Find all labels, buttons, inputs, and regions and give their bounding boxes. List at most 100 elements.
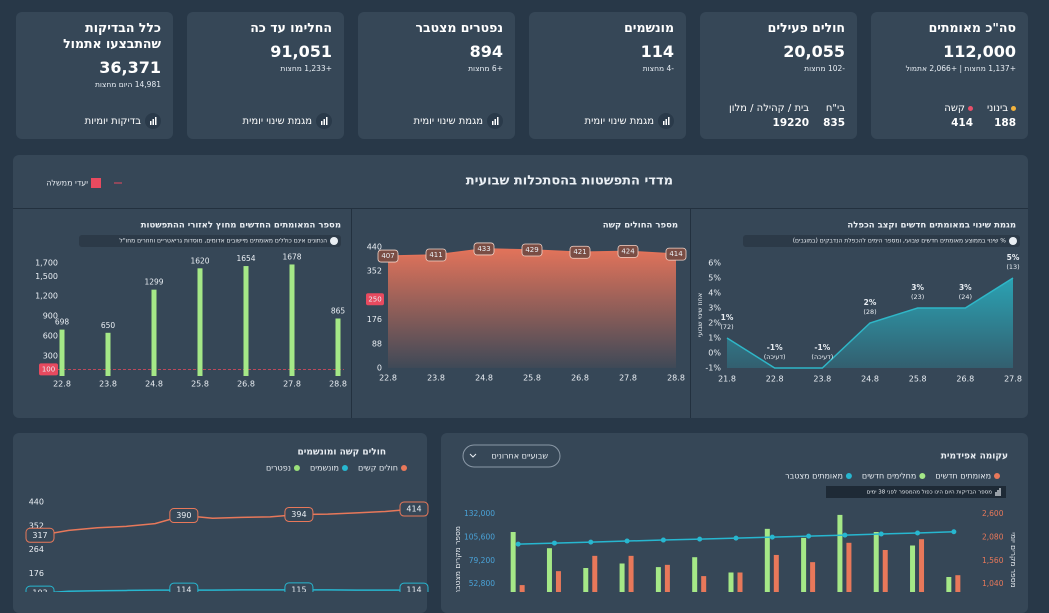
legend-label: מאומתים מצטבר [785,472,843,481]
card-link[interactable]: בדיקות יומיות [85,113,161,129]
x-tick-label: 27.8 [283,380,301,389]
card-value: 36,371 [99,58,161,77]
y-axis-title: אחוז שינוי שבועי [696,293,704,337]
chart-title: מספר החולים קשה [603,221,678,231]
bar [837,514,843,592]
card-item: בינוני 188 [987,103,1016,129]
bar [555,571,561,592]
x-tick-label: 22.8 [379,374,397,383]
line-point [915,530,921,536]
card-link[interactable]: מגמת שינוי יומית [414,113,503,129]
card-title: חולים פעילים [767,20,845,35]
chart-icon [316,113,332,129]
info-text: % שינוי בממוצע מאומתים חדשים שבועי, ומספ… [793,238,1007,245]
x-tick-label: 27.8 [1004,375,1022,384]
link-label: מגמת שינוי יומית [584,116,654,127]
bar [592,555,598,592]
card-value: 112,000 [943,42,1016,61]
toggle-label: שבועיים אחרונים [492,452,549,461]
item-label-row: בי"ח [823,103,845,114]
legend-dot [994,473,1000,479]
chart-title: עקומה אפידמית [941,452,1008,462]
value-box [284,582,314,592]
stat-card: חולים פעילים 20,055 -102 מחצות בי"ח 835 בית /… [700,12,857,139]
y-tick-label: 440 [367,243,382,252]
card-footer: מגמת שינוי יומית [541,113,674,129]
value-label: 414 [669,250,683,258]
bar [519,585,525,592]
value-label: 394 [291,510,306,519]
item-value: 414 [951,117,973,129]
y-tick-label: 132,000 [464,509,495,518]
x-tick-label: 27.8 [619,374,637,383]
doubling-label: (28) [863,308,876,316]
card-value: 894 [469,42,503,61]
item-label: בינוני [987,103,1008,114]
chart-title: מספר המאומתים החדשים מחוץ לאזורי ההתפשטו… [141,221,341,231]
value-label: 1% [721,313,734,322]
divider [690,209,691,418]
link-label: בדיקות יומיות [84,116,141,127]
card-title: נפטרים מצטבר [415,20,503,35]
item-dot [968,106,973,111]
info-icon [330,237,338,245]
line-point [551,540,557,546]
legend-dot [845,473,852,479]
legend-dot [293,465,300,471]
value-label: 433 [477,245,490,253]
value-label: 114 [176,586,191,592]
bar [197,268,203,376]
x-tick-label: 23.8 [427,374,445,383]
value-label: -1% [814,343,830,352]
bar [243,266,249,376]
x-tick-label: 26.8 [571,374,589,383]
section-title: מדדי התפשטות בהסתכלות שבועית [466,174,673,189]
epi-panel [441,433,1028,613]
info-icon [995,488,1001,496]
y2-axis-title: מספר מקרים יומי [1009,532,1018,587]
value-label: 390 [176,511,191,520]
y-tick-label: 1% [708,334,721,343]
value-box [617,244,639,258]
toggle[interactable] [462,444,561,468]
value-label: 1299 [144,278,163,287]
x-tick-label: 25.8 [523,374,541,383]
y-tick-label: 352 [367,267,382,276]
bar [773,554,779,592]
x-tick-label: 26.8 [956,375,974,384]
bar [701,576,707,592]
x-tick-label: 25.8 [191,380,209,389]
card-link[interactable]: מגמת שינוי יומית [585,113,674,129]
y-tick-label: 4% [708,289,721,298]
value-box [399,582,429,592]
legend-dot [919,473,926,479]
value-label: 1654 [236,254,255,263]
card-footer: מגמת שינוי יומית [199,113,332,129]
bar [873,532,879,592]
value-box [377,249,399,263]
value-label: 424 [621,247,635,255]
value-label: 698 [55,318,70,327]
item-label-row: בית / קהילה / מלון [729,103,809,114]
card-link[interactable]: מגמת שינוי יומית [243,113,332,129]
card-sub: 14,981 היום מחצות [94,80,161,89]
y-tick-label: 105,600 [464,532,495,541]
x-tick-label: 25.8 [909,375,927,384]
card-sub: +1,233 מחצות [280,64,332,73]
bar [619,563,625,592]
item-value: 19220 [772,117,810,129]
divider [351,209,352,418]
item-label-row: קשה [944,103,973,114]
value-box [665,247,687,261]
y-tick-label: 2% [708,319,721,328]
value-label: 865 [331,307,346,316]
stat-card: נפטרים מצטבר 894 +6 מחצות מגמת שינוי יומית [358,12,515,139]
chevron [469,453,477,458]
y-tick-label: 0% [708,349,721,358]
target-label: 100 [42,365,55,373]
y-tick-label: 52,800 [469,579,495,588]
doubling-label: (24) [959,293,972,301]
stat-card: החלימו עד כה 91,051 +1,233 מחצות מגמת שינוי… [187,12,344,139]
line-point [660,537,666,543]
card-title: סה"כ מאומתים [928,20,1016,35]
